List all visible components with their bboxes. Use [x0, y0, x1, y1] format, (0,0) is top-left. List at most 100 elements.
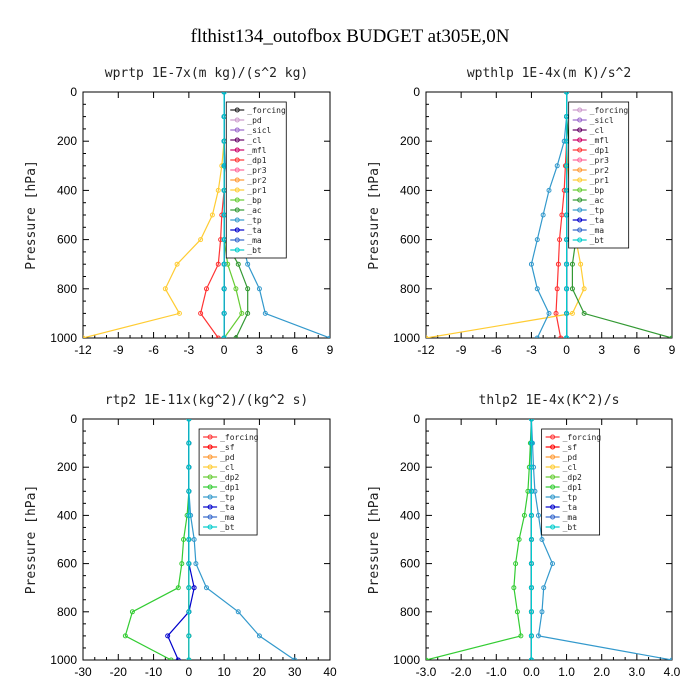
- x-tick-label: 3.0: [629, 665, 646, 679]
- x-tick-label: -9: [456, 343, 467, 357]
- legend-marker: [577, 107, 583, 113]
- x-tick-label: 0: [563, 343, 570, 357]
- legend-marker: [234, 117, 240, 123]
- y-tick-label: 600: [57, 557, 77, 571]
- legend-marker: [550, 444, 556, 450]
- legend-label: _ta: [247, 226, 262, 235]
- legend-marker: [577, 167, 583, 173]
- series-point: [535, 512, 541, 518]
- legend-marker: [207, 474, 213, 480]
- legend-marker: [234, 247, 240, 253]
- series-point: [521, 512, 527, 518]
- legend-marker: [207, 504, 213, 510]
- legend-label: _cl: [563, 463, 578, 472]
- legend-label: _bt: [590, 236, 605, 245]
- legend-label: _forcing: [563, 433, 602, 442]
- legend-label: _dp2: [220, 473, 239, 482]
- series-point: [245, 261, 251, 267]
- series-point: [528, 440, 534, 446]
- series-point: [553, 310, 559, 316]
- panel-title: thlp2 1E-4x(K^2)/s: [479, 393, 620, 408]
- legend-label: _pd: [220, 453, 235, 462]
- y-tick-label: 800: [400, 605, 420, 619]
- series-line-ta: [166, 419, 195, 660]
- legend-marker: [234, 207, 240, 213]
- legend-label: _sicl: [247, 126, 271, 135]
- legend-label: _mfl: [247, 146, 266, 155]
- legend-marker: [207, 444, 213, 450]
- figure-title: flthist134_outofbox BUDGET at305E,0N: [191, 26, 510, 47]
- series-point: [564, 286, 570, 292]
- legend-marker: [234, 227, 240, 233]
- legend-label: _bp: [590, 186, 605, 195]
- series-group: [122, 419, 298, 660]
- y-axis-label: Pressure [hPa]: [367, 160, 382, 270]
- series-point: [215, 261, 221, 267]
- panel-1: wprtp 1E-7x(m kg)/(s^2 kg) Pressure [hPa]…: [24, 66, 334, 357]
- series-point: [215, 187, 221, 193]
- y-tick-label: 400: [57, 183, 77, 197]
- legend-label: _tp: [247, 216, 262, 225]
- legend-label: _sicl: [590, 116, 614, 125]
- y-tick-label: 400: [400, 183, 420, 197]
- legend-marker: [577, 137, 583, 143]
- series-point: [511, 585, 517, 591]
- legend-label: _tp: [563, 493, 578, 502]
- legend-label: _bt: [220, 523, 235, 532]
- legend-label: _ta: [590, 216, 605, 225]
- series-point: [175, 657, 181, 660]
- legend-label: _cl: [220, 463, 235, 472]
- series-point: [221, 335, 227, 338]
- legend-label: _pr2: [247, 176, 266, 185]
- y-tick-label: 0: [70, 412, 77, 426]
- legend-label: _ta: [563, 503, 578, 512]
- legend-marker: [234, 187, 240, 193]
- y-tick-label: 200: [400, 134, 420, 148]
- y-tick-label: 200: [400, 460, 420, 474]
- series-point: [516, 537, 522, 542]
- x-tick-label: 1.0: [558, 665, 575, 679]
- series-point: [528, 633, 534, 639]
- x-tick-label: 6: [634, 343, 641, 357]
- panel-title: wpthlp 1E-4x(m K)/s^2: [467, 66, 631, 81]
- series-point: [191, 585, 197, 591]
- legend-marker: [234, 147, 240, 153]
- series-point: [528, 657, 534, 660]
- series-point: [181, 537, 187, 542]
- series-point: [245, 310, 251, 316]
- x-tick-label: 4.0: [664, 665, 681, 679]
- legend-marker: [207, 464, 213, 470]
- series-point: [186, 440, 192, 446]
- series-line-tp: [530, 419, 672, 660]
- legend-marker: [207, 524, 213, 530]
- series-point: [514, 609, 520, 615]
- series-point: [186, 609, 192, 615]
- series-point: [233, 286, 239, 292]
- legend-marker: [577, 227, 583, 233]
- x-tick-label: -12: [74, 343, 92, 357]
- series-point: [528, 561, 534, 567]
- series-point: [528, 419, 534, 422]
- x-tick-label: 3: [598, 343, 605, 357]
- x-tick-label: -3.0: [416, 665, 437, 679]
- y-tick-label: 600: [57, 233, 77, 247]
- x-tick-label: -3: [526, 343, 537, 357]
- legend-label: _ac: [247, 206, 262, 215]
- series-point: [581, 286, 587, 292]
- series-point: [564, 261, 570, 267]
- y-tick-label: 200: [57, 134, 77, 148]
- series-point: [186, 464, 192, 470]
- x-tick-label: -2.0: [451, 665, 472, 679]
- y-tick-label: 0: [70, 85, 77, 99]
- x-tick-label: -1.0: [486, 665, 507, 679]
- y-tick-label: 0: [413, 85, 420, 99]
- legend-label: _sf: [563, 443, 578, 452]
- legend-label: _dp1: [590, 146, 609, 155]
- legend-label: _pr1: [247, 186, 266, 195]
- series-point: [564, 310, 570, 316]
- series-point: [292, 657, 298, 660]
- series-point: [528, 537, 534, 542]
- legend-label: _pd: [247, 116, 262, 125]
- y-tick-label: 1000: [393, 653, 420, 667]
